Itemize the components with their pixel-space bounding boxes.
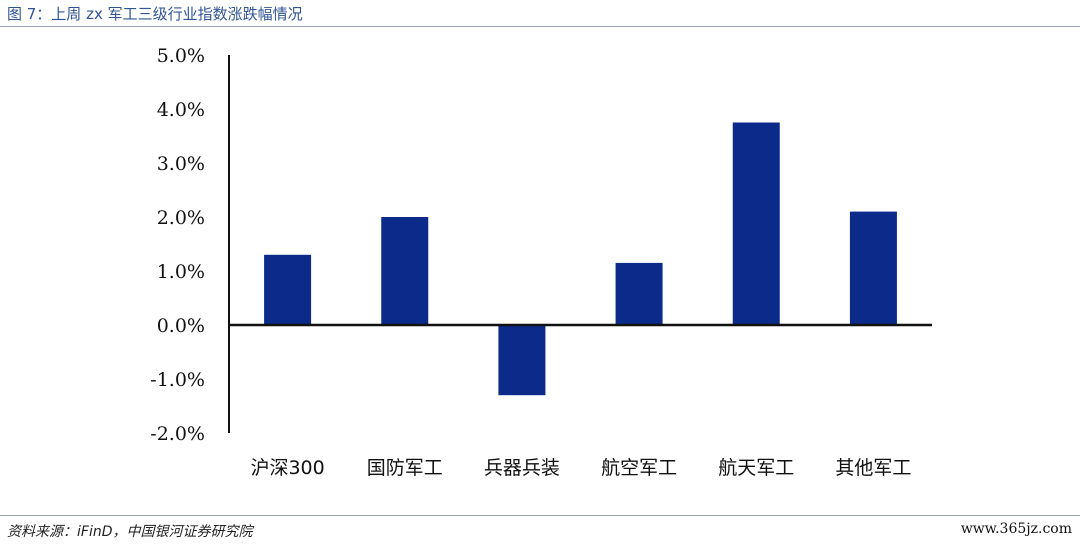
category-label: 其他军工 xyxy=(835,457,911,479)
category-label: 国防军工 xyxy=(367,457,443,479)
bar-4 xyxy=(732,122,780,325)
category-label: 兵器兵装 xyxy=(484,457,560,479)
bar-0 xyxy=(264,254,312,325)
bars xyxy=(264,122,897,396)
y-tick-label: 0.0% xyxy=(157,315,205,337)
category-label: 航天军工 xyxy=(718,457,794,479)
bar-1 xyxy=(381,217,429,325)
category-label: 沪深300 xyxy=(250,457,324,479)
y-tick-label: -1.0% xyxy=(150,369,205,391)
y-tick-label: 5.0% xyxy=(157,45,205,67)
bar-5 xyxy=(849,211,897,325)
chart-header: 图 7：上周 zx 军工三级行业指数涨跌幅情况 xyxy=(0,0,1080,27)
category-label: 航空军工 xyxy=(601,457,677,479)
chart-footer: 资料来源：iFinD，中国银河证券研究院 www.365jz.com xyxy=(0,515,1080,544)
y-tick-label: 2.0% xyxy=(157,207,205,229)
category-labels: 沪深300 国防军工 兵器兵装 航空军工 航天军工 其他军工 xyxy=(250,457,911,479)
bar-chart: 5.0% 4.0% 3.0% 2.0% 1.0% 0.0% -1.0% -2.0% 沪深300… xyxy=(150,45,932,479)
source-note: 资料来源：iFinD，中国银河证券研究院 xyxy=(7,524,253,540)
y-tick-label: 1.0% xyxy=(157,261,205,283)
y-tick-label: -2.0% xyxy=(150,423,205,445)
watermark-text: www.365jz.com xyxy=(960,521,1072,537)
figure-title: 图 7：上周 zx 军工三级行业指数涨跌幅情况 xyxy=(7,5,303,23)
bar-3 xyxy=(615,262,663,325)
y-tick-label: 3.0% xyxy=(157,153,205,175)
bar-2 xyxy=(498,325,546,396)
y-axis: 5.0% 4.0% 3.0% 2.0% 1.0% 0.0% -1.0% -2.0% xyxy=(150,45,230,445)
y-tick-label: 4.0% xyxy=(157,99,205,121)
